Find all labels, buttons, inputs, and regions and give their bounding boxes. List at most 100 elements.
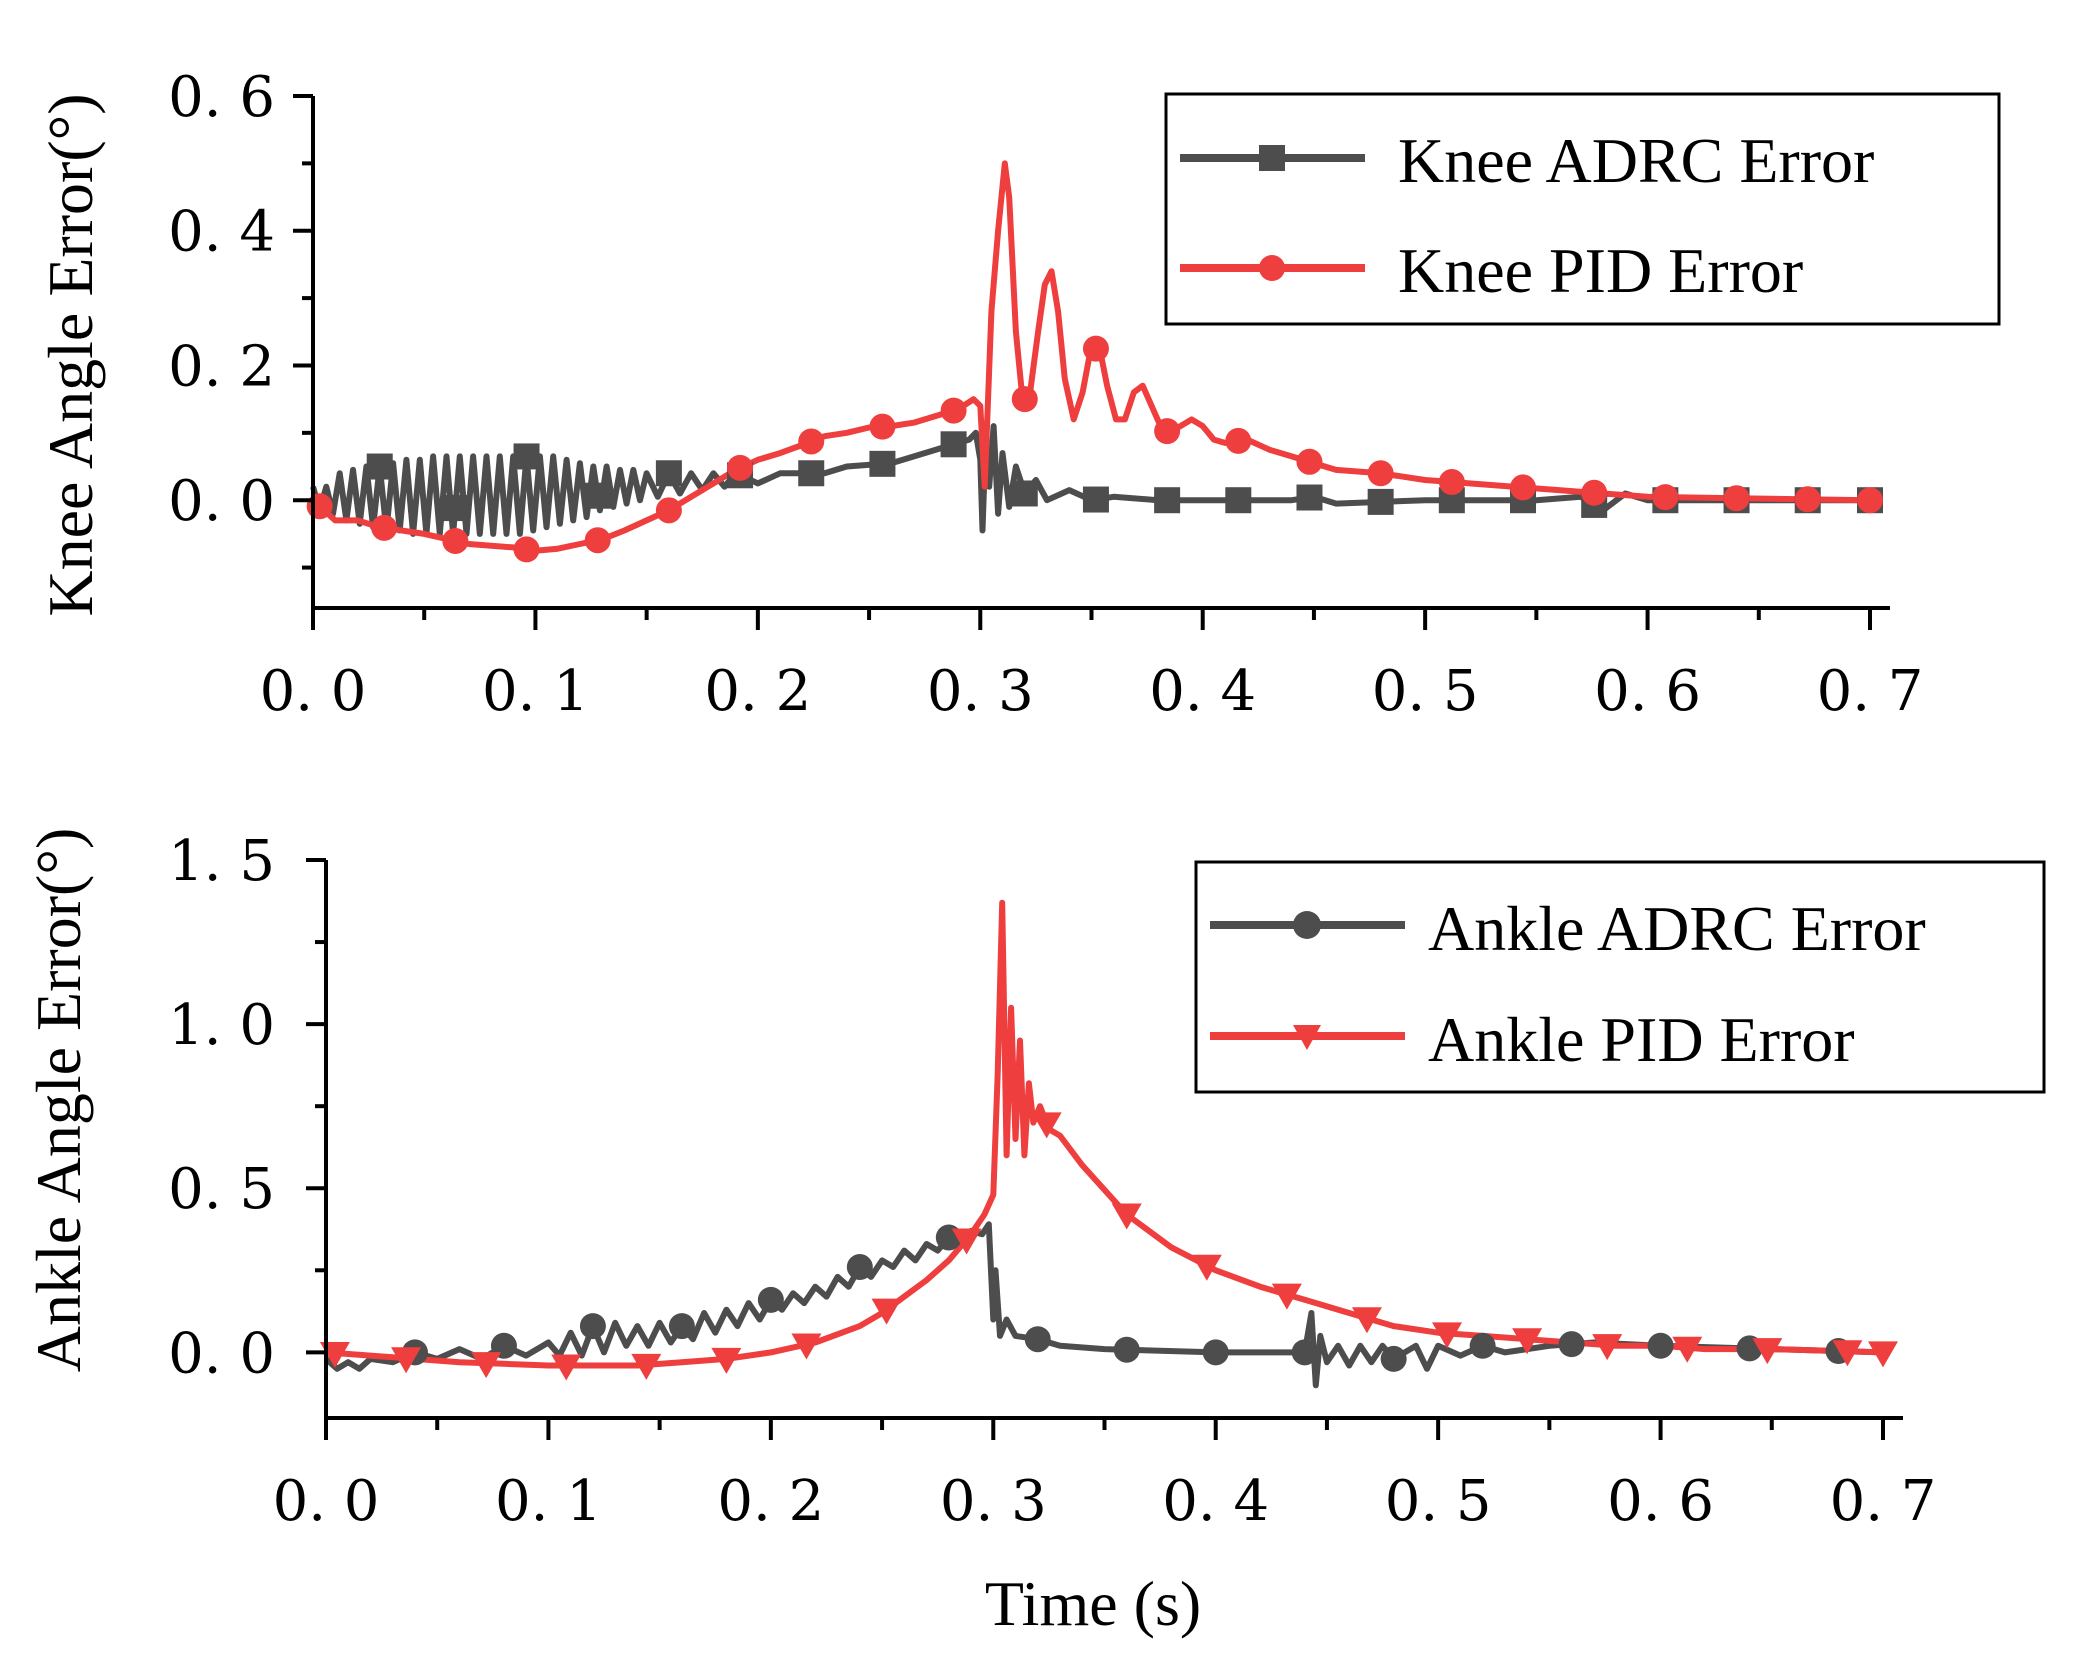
ankle-markers-layer (319, 1112, 1898, 1381)
knee-x-tick-label: 0. 4 (1149, 659, 1256, 724)
knee-pid-error-marker (940, 397, 967, 424)
ankle-pid-error-marker (1432, 1322, 1463, 1349)
knee-pid-error-marker (798, 428, 825, 455)
knee-pid-error-marker (727, 454, 754, 481)
ankle-y-tick-label: 0. 5 (168, 1157, 275, 1222)
ankle-pid-error-marker (711, 1347, 742, 1374)
ankle-x-tick-label: 0. 5 (1385, 1469, 1492, 1534)
knee-markers-layer (306, 335, 1883, 563)
ankle-x-tick-label: 0. 2 (717, 1469, 824, 1534)
ankle-pid-error-marker (1271, 1283, 1302, 1310)
ankle-pid-error-marker (1351, 1307, 1382, 1334)
knee-y-axis-title: Knee Angle Error(°) (35, 93, 106, 616)
ankle-pid-error-marker (871, 1298, 902, 1325)
ankle-legend: Ankle ADRC Error Ankle PID Error (1194, 860, 2046, 1094)
knee-pid-error-marker (1011, 386, 1038, 413)
ankle-pid-error-marker (1832, 1340, 1863, 1367)
ankle-adrc-error-marker (1113, 1336, 1140, 1363)
knee-x-tick-label: 0. 6 (1594, 659, 1701, 724)
knee-panel: 0. 0 0. 1 0. 2 0. 3 0. 4 0. 5 0. 6 0. 7 … (35, 65, 2001, 724)
knee-pid-error-marker (371, 514, 398, 541)
ankle-pid-error-marker (391, 1347, 422, 1374)
ankle-adrc-error-marker (1024, 1326, 1051, 1353)
knee-y-tick-label: 0. 0 (168, 469, 275, 534)
ankle-pid-error-marker (1031, 1112, 1062, 1139)
ankle-legend-box (1194, 860, 2046, 1094)
knee-adrc-error-marker (442, 495, 469, 522)
ankle-x-tick-label: 0. 0 (273, 1469, 380, 1534)
ankle-pid-error-marker (551, 1354, 582, 1381)
knee-x-tick-label: 0. 1 (482, 659, 589, 724)
ankle-x-tick-label: 0. 3 (940, 1469, 1047, 1534)
knee-pid-error-marker (1438, 469, 1465, 496)
knee-x-tick-label: 0. 0 (260, 659, 367, 724)
knee-legend: Knee ADRC Error Knee PID Error (1164, 92, 2001, 326)
ankle-adrc-error-marker (1558, 1331, 1585, 1358)
ankle-pid-error-marker (1752, 1338, 1783, 1365)
knee-adrc-error-marker (1082, 486, 1109, 513)
knee-pid-error-marker (1652, 484, 1679, 511)
knee-pid-error-marker (869, 413, 896, 440)
knee-pid-error-marker (1296, 448, 1323, 475)
knee-pid-legend-marker (1259, 255, 1285, 281)
knee-adrc-legend-marker (1259, 145, 1285, 171)
knee-adrc-error-marker (1225, 487, 1252, 514)
ankle-adrc-error-marker (1291, 1339, 1318, 1366)
ankle-pid-error-marker (1191, 1254, 1222, 1281)
knee-adrc-error-marker (1296, 484, 1323, 511)
knee-pid-error-marker (513, 536, 540, 563)
ankle-panel: 0. 0 0. 1 0. 2 0. 3 0. 4 0. 5 0. 6 0. 7 … (23, 828, 2046, 1639)
ankle-adrc-error-marker (757, 1286, 784, 1313)
ankle-adrc-error-marker (668, 1313, 695, 1340)
knee-pid-error-marker (1581, 479, 1608, 506)
ankle-ticks (306, 858, 1885, 1440)
ankle-adrc-error-line (324, 1221, 1884, 1389)
knee-adrc-error-marker (1367, 488, 1394, 515)
knee-pid-legend-label: Knee PID Error (1398, 235, 1803, 306)
knee-pid-error-marker (1723, 485, 1750, 512)
knee-adrc-legend-label: Knee ADRC Error (1398, 125, 1874, 196)
ankle-y-tick-label: 1. 0 (168, 993, 275, 1058)
knee-x-tick-label: 0. 3 (927, 659, 1034, 724)
ankle-adrc-error-marker (1647, 1332, 1674, 1359)
ankle-adrc-error-marker (846, 1254, 873, 1281)
knee-pid-error-marker (1154, 418, 1181, 445)
ankle-adrc-legend-label: Ankle ADRC Error (1428, 893, 1926, 964)
ankle-x-tick-label: 0. 4 (1162, 1469, 1269, 1534)
ankle-y-tick-labels: 0. 0 0. 5 1. 0 1. 5 (168, 829, 275, 1386)
knee-pid-error-marker (1794, 486, 1821, 513)
ankle-pid-error-marker (631, 1353, 662, 1380)
knee-adrc-error-marker (584, 482, 611, 509)
knee-legend-box (1164, 92, 2001, 326)
knee-y-tick-label: 0. 6 (168, 65, 275, 130)
knee-pid-error-marker (306, 493, 333, 520)
knee-adrc-error-marker (1154, 487, 1181, 514)
ankle-pid-error-marker (471, 1352, 502, 1379)
knee-x-tick-label: 0. 2 (704, 659, 811, 724)
knee-adrc-error-marker (366, 453, 393, 480)
ankle-adrc-legend-marker (1293, 911, 1321, 939)
knee-pid-error-marker (1367, 460, 1394, 487)
x-axis-title: Time (s) (985, 1568, 1201, 1639)
ankle-pid-error-marker (1672, 1336, 1703, 1363)
knee-adrc-error-marker (869, 450, 896, 477)
ankle-x-tick-label: 0. 1 (495, 1469, 602, 1534)
ankle-pid-legend-marker (1293, 1025, 1321, 1050)
knee-y-tick-labels: 0. 0 0. 2 0. 4 0. 6 (168, 65, 275, 534)
ankle-y-tick-label: 0. 0 (168, 1321, 275, 1386)
knee-ticks (293, 94, 1872, 630)
knee-adrc-error-marker (655, 460, 682, 487)
knee-adrc-error-marker (1011, 480, 1038, 507)
knee-pid-error-marker (1225, 427, 1252, 454)
knee-adrc-error-line (310, 423, 1870, 537)
ankle-y-tick-label: 1. 5 (168, 829, 275, 894)
knee-x-tick-labels: 0. 0 0. 1 0. 2 0. 3 0. 4 0. 5 0. 6 0. 7 (260, 659, 1924, 724)
knee-pid-error-marker (1857, 487, 1883, 514)
knee-adrc-error-marker (940, 431, 967, 458)
ankle-pid-error-marker (1111, 1203, 1142, 1230)
knee-y-tick-label: 0. 2 (168, 334, 275, 399)
knee-pid-error-marker (584, 527, 611, 554)
ankle-x-tick-label: 0. 6 (1607, 1469, 1714, 1534)
knee-pid-error-marker (442, 527, 469, 554)
